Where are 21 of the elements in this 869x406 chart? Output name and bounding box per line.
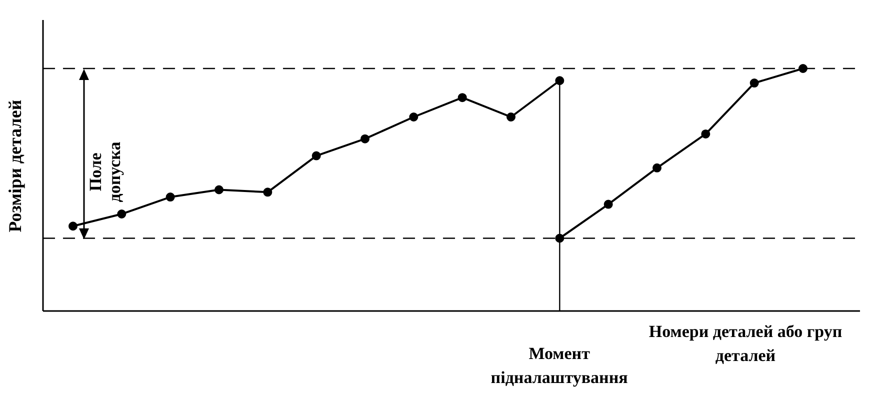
point [68, 222, 78, 231]
annotation: Поле допуска [86, 140, 124, 204]
y-axis-title: Розміри деталей [4, 98, 26, 234]
point [360, 134, 370, 144]
point [555, 234, 564, 243]
point [117, 210, 126, 218]
x-axis-title: Номери деталей або груп деталей [648, 321, 844, 367]
point [458, 93, 467, 102]
point [604, 200, 613, 209]
point [263, 188, 272, 197]
point [798, 64, 808, 73]
point [312, 151, 321, 160]
point [409, 112, 418, 122]
point [555, 76, 564, 86]
point [701, 129, 710, 138]
text: Момент підналаштування [490, 343, 629, 389]
point [750, 78, 759, 88]
point [214, 185, 224, 194]
point [166, 192, 175, 202]
point [652, 163, 662, 172]
point [506, 112, 516, 122]
